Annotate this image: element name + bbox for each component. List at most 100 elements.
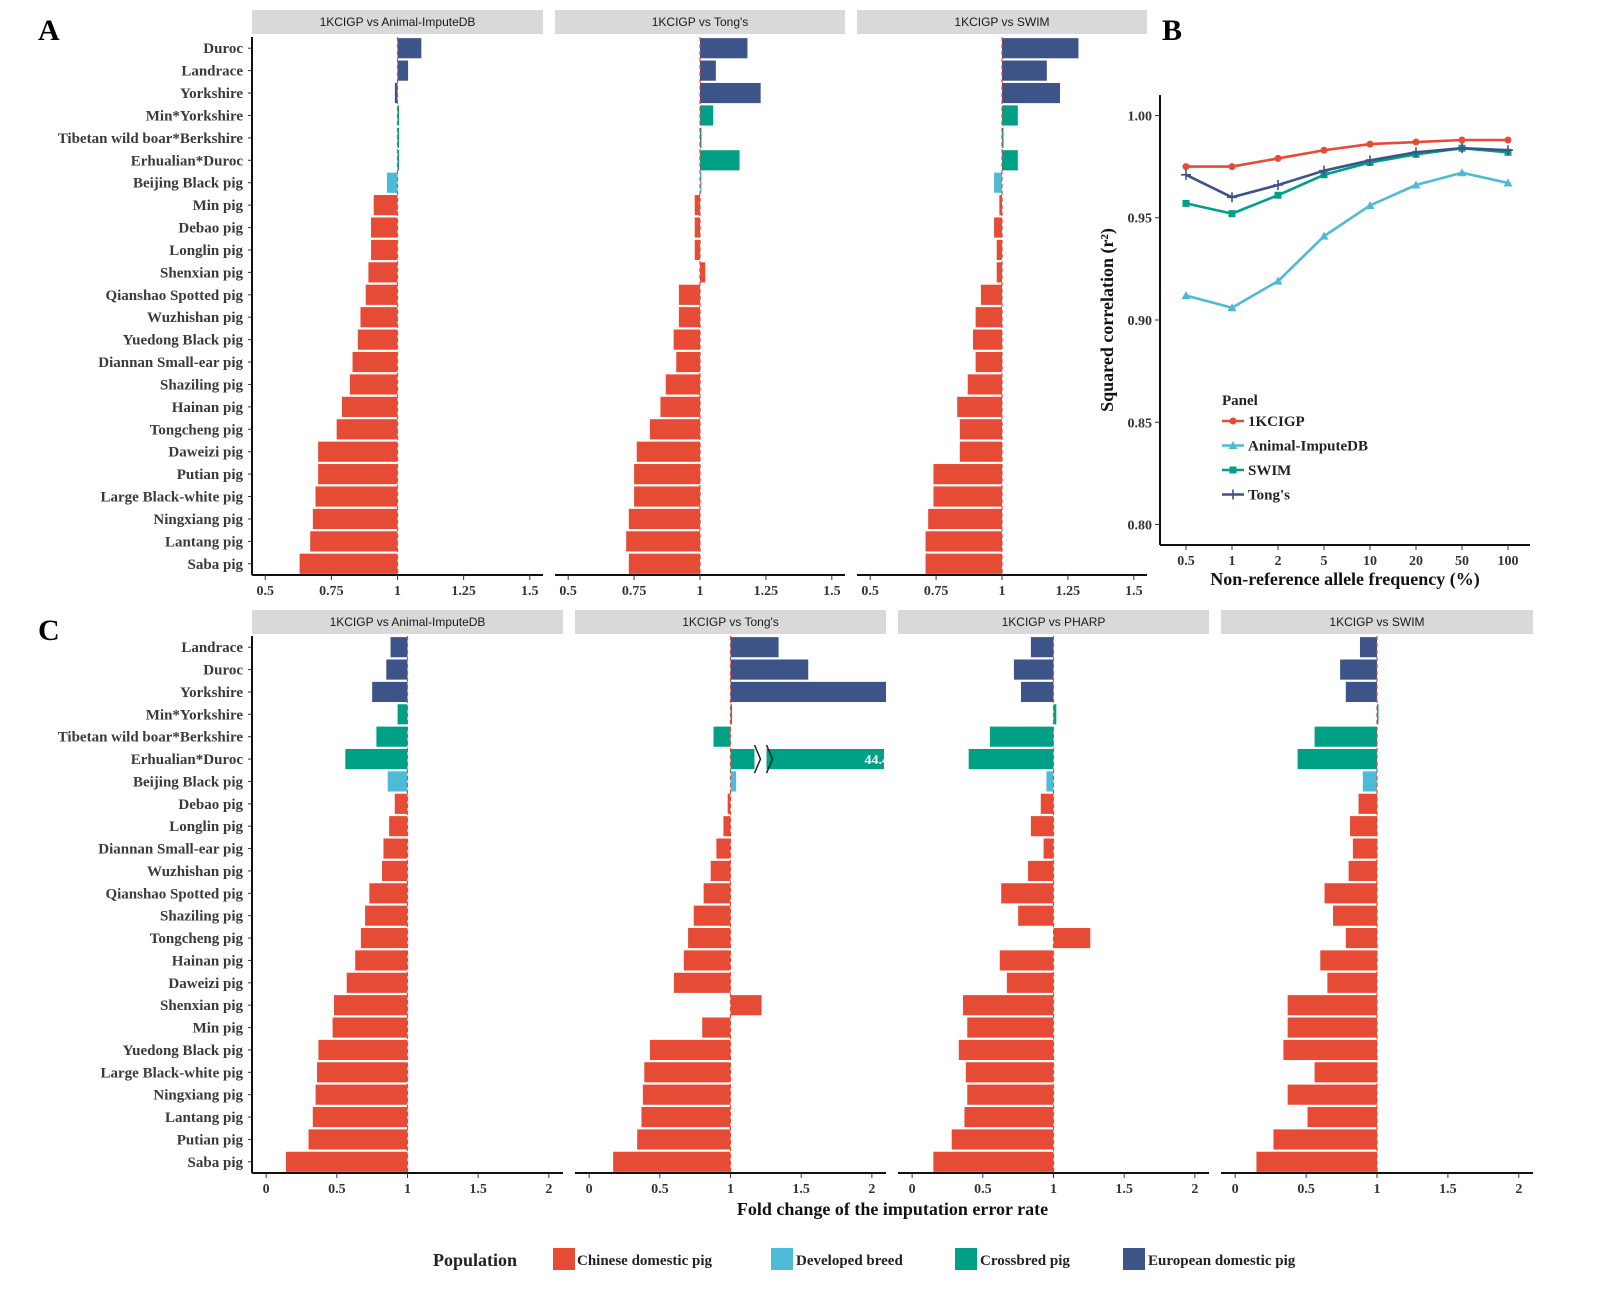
- bar-c-1kcigp-vs-animal-imputedb-tongcheng-pig: [360, 927, 408, 949]
- x-tick-label: 0.5: [256, 584, 274, 599]
- bar-c-1kcigp-vs-tong-s-yorkshire: [730, 681, 886, 703]
- bar-a-1kcigp-vs-swim-saba-pig: [925, 553, 1002, 574]
- bar-a-1kcigp-vs-animal-imputedb-saba-pig: [299, 553, 398, 574]
- bar-a-1kcigp-vs-animal-imputedb-wuzhishan-pig: [360, 307, 398, 328]
- category-label-qianshao-spotted-pig: Qianshao Spotted pig: [105, 886, 243, 902]
- bar-a-1kcigp-vs-tong-s-tongcheng-pig: [649, 419, 700, 440]
- y-tick-label: 1.00: [1128, 109, 1153, 124]
- facet-strip: [857, 10, 1147, 34]
- bar-c-1kcigp-vs-animal-imputedb-tibetan-wild-boar-berkshire: [376, 726, 408, 747]
- x-tick-label: 0.75: [622, 584, 647, 599]
- x-tick-label: 5: [1321, 554, 1328, 569]
- bar-c-1kcigp-vs-tong-s-saba-pig: [613, 1151, 731, 1172]
- legend-label-developed-breed: Developed breed: [796, 1253, 903, 1269]
- bar-a-1kcigp-vs-animal-imputedb-longlin-pig: [371, 239, 398, 261]
- bar-c-1kcigp-vs-tong-s-tibetan-wild-boar-berkshire: [713, 726, 731, 747]
- bar-a-1kcigp-vs-tong-s-saba-pig: [628, 553, 700, 574]
- facet-strip-label: 1KCIGP vs PHARP: [1002, 615, 1106, 629]
- bar-c-1kcigp-vs-animal-imputedb-yuedong-black-pig: [318, 1039, 408, 1061]
- x-tick-label: 1.25: [451, 584, 476, 599]
- x-tick-label: 1.5: [521, 584, 539, 599]
- series-line-tong-s: [1185, 146, 1509, 199]
- bar-c-1kcigp-vs-tong-s-yuedong-black-pig: [649, 1039, 731, 1061]
- y-tick-label: 0.80: [1128, 519, 1153, 534]
- point-1kcigp-2: [1274, 154, 1282, 162]
- facet-strip: [252, 610, 563, 634]
- bar-a-1kcigp-vs-swim-landrace: [1002, 60, 1047, 81]
- bar-c-1kcigp-vs-swim-daweizi-pig: [1327, 972, 1377, 993]
- panel-letter-c: C: [38, 614, 60, 647]
- category-label-erhualian-duroc: Erhualian*Duroc: [131, 153, 244, 169]
- category-label-shenxian-pig: Shenxian pig: [160, 265, 243, 281]
- point-animal-imputedb-50: [1457, 168, 1467, 177]
- bar-a-1kcigp-vs-tong-s-ningxiang-pig: [628, 508, 700, 530]
- category-label-shaziling-pig: Shaziling pig: [160, 377, 243, 393]
- x-tick-label: 1: [1229, 554, 1236, 569]
- category-label-tongcheng-pig: Tongcheng pig: [150, 422, 244, 438]
- bar-c-1kcigp-vs-animal-imputedb-landrace: [390, 637, 408, 658]
- bar-a-1kcigp-vs-swim-shenxian-pig: [996, 262, 1002, 283]
- series-line-1kcigp: [1186, 138, 1508, 168]
- bar-c-1kcigp-vs-pharp-duroc: [1013, 659, 1054, 680]
- x-tick-label: 2: [868, 1182, 875, 1197]
- bar-c-1kcigp-vs-pharp-lantang-pig: [964, 1106, 1054, 1128]
- bar-c-1kcigp-vs-swim-wuzhishan-pig: [1348, 860, 1377, 882]
- bar-c-1kcigp-vs-pharp-shenxian-pig: [963, 995, 1054, 1016]
- x-axis-title: Non-reference allele frequency (%): [1210, 569, 1479, 590]
- bar-c-1kcigp-vs-pharp-putian-pig: [951, 1129, 1054, 1150]
- bar-c-1kcigp-vs-animal-imputedb-hainan-pig: [355, 950, 408, 971]
- legend-swatch-crossbred-pig: [955, 1248, 977, 1270]
- bar-a-1kcigp-vs-tong-s-wuzhishan-pig: [678, 307, 700, 328]
- bar-a-1kcigp-vs-swim-ningxiang-pig: [928, 508, 1002, 530]
- x-tick-label: 1.25: [754, 584, 779, 599]
- point-animal-imputedb-1: [1227, 303, 1237, 312]
- bar-a-1kcigp-vs-animal-imputedb-lantang-pig: [310, 531, 398, 552]
- bar-c-1kcigp-vs-animal-imputedb-duroc: [386, 659, 408, 680]
- bar-c-1kcigp-vs-tong-s-landrace: [730, 637, 779, 658]
- point-1kcigp-1: [1228, 163, 1236, 171]
- category-label-lantang-pig: Lantang pig: [165, 534, 243, 550]
- bar-a-1kcigp-vs-tong-s-tibetan-wild-boar-berkshire: [700, 127, 702, 148]
- bar-a-1kcigp-vs-animal-imputedb-tibetan-wild-boar-berkshire: [397, 127, 399, 148]
- facet-strip: [555, 10, 845, 34]
- bar-c-1kcigp-vs-pharp-debao-pig: [1040, 793, 1054, 814]
- bar-a-1kcigp-vs-animal-imputedb-min-yorkshire: [397, 105, 399, 126]
- category-label-shenxian-pig: Shenxian pig: [160, 998, 243, 1014]
- category-label-saba-pig: Saba pig: [188, 557, 244, 573]
- x-tick-label: 0: [586, 1182, 593, 1197]
- bar-c-1kcigp-vs-pharp-tibetan-wild-boar-berkshire: [989, 726, 1054, 747]
- category-label-lantang-pig: Lantang pig: [165, 1110, 243, 1126]
- x-tick-label: 1.5: [1125, 584, 1143, 599]
- x-tick-label: 0.5: [974, 1182, 992, 1197]
- bar-c-1kcigp-vs-tong-s-debao-pig: [727, 793, 731, 814]
- bar-c-1kcigp-vs-swim-erhualian-duroc: [1297, 748, 1377, 770]
- bar-a-1kcigp-vs-animal-imputedb-diannan-small-ear-pig: [352, 351, 398, 373]
- bar-c-1kcigp-vs-tong-s-wuzhishan-pig: [710, 860, 731, 882]
- bar-c-1kcigp-vs-swim-tibetan-wild-boar-berkshire: [1314, 726, 1377, 747]
- x-tick-label: 2: [1515, 1182, 1522, 1197]
- bar-c-1kcigp-vs-pharp-qianshao-spotted-pig: [1001, 883, 1054, 904]
- point-tong-s-2: [1273, 180, 1283, 190]
- bar-c-1kcigp-vs-animal-imputedb-ningxiang-pig: [315, 1084, 408, 1105]
- bar-a-1kcigp-vs-animal-imputedb-qianshao-spotted-pig: [365, 284, 398, 305]
- category-label-large-black-white-pig: Large Black-white pig: [101, 1065, 244, 1081]
- category-label-yuedong-black-pig: Yuedong Black pig: [123, 333, 244, 349]
- category-label-debao-pig: Debao pig: [178, 797, 243, 813]
- bar-c-1kcigp-vs-animal-imputedb-saba-pig: [285, 1151, 408, 1172]
- bar-a-1kcigp-vs-animal-imputedb-beijing-black-pig: [386, 172, 398, 193]
- bar-a-1kcigp-vs-swim-erhualian-duroc: [1002, 150, 1018, 171]
- bar-a-1kcigp-vs-tong-s-lantang-pig: [626, 531, 700, 552]
- bar-c-1kcigp-vs-tong-s-tongcheng-pig: [688, 927, 731, 949]
- axis-break-mark: [765, 744, 774, 774]
- bar-c-1kcigp-vs-animal-imputedb-wuzhishan-pig: [382, 860, 408, 882]
- bar-a-1kcigp-vs-tong-s-landrace: [700, 60, 716, 81]
- bar-c-1kcigp-vs-pharp-ningxiang-pig: [967, 1084, 1054, 1105]
- point-1kcigp-5: [1320, 146, 1328, 154]
- bar-a-1kcigp-vs-swim-debao-pig: [994, 217, 1002, 238]
- bar-c-1kcigp-vs-animal-imputedb-min-yorkshire: [397, 704, 408, 725]
- bar-a-1kcigp-vs-tong-s-beijing-black-pig: [700, 172, 702, 193]
- bar-c-1kcigp-vs-animal-imputedb-lantang-pig: [312, 1106, 408, 1128]
- panel-legend-marker-animal-imputedb: [1228, 441, 1238, 449]
- point-tong-s-10: [1365, 155, 1375, 166]
